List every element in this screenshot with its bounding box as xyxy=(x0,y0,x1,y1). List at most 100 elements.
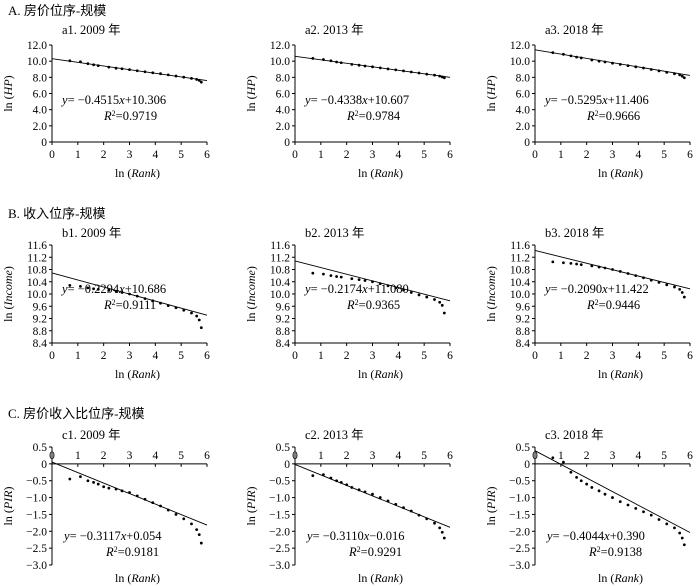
y-tick-label: 11.6 xyxy=(510,240,530,252)
y-axis-label: ln (HP) xyxy=(1,75,15,111)
data-point xyxy=(363,64,367,68)
x-tick-label: 0 xyxy=(49,149,55,161)
data-point xyxy=(350,277,354,281)
x-tick-label: 3 xyxy=(370,450,376,462)
x-tick-label: 4 xyxy=(635,149,641,161)
data-point xyxy=(442,311,446,315)
x-tick-label: 5 xyxy=(421,450,427,462)
y-axis-label: ln (PIR) xyxy=(1,487,15,526)
data-point xyxy=(199,326,203,330)
data-point xyxy=(159,504,162,508)
data-point xyxy=(682,76,686,80)
data-point xyxy=(166,73,170,77)
eq-x-var: x xyxy=(118,282,125,296)
data-point xyxy=(345,483,349,487)
data-point xyxy=(417,71,421,75)
x-tick-label: 3 xyxy=(610,149,616,161)
data-point xyxy=(357,278,361,282)
r2-symbol: R xyxy=(586,298,595,312)
regression-equation: y= −0.3110x−0.016 xyxy=(305,529,404,543)
x-tick-label: 3 xyxy=(370,149,376,161)
x-tick-label: 5 xyxy=(178,350,184,362)
eq-intercept: +11.422 xyxy=(608,282,649,296)
data-point xyxy=(433,73,436,77)
data-point xyxy=(190,522,193,526)
y-axis-label: ln (HP) xyxy=(244,75,258,111)
eq-intercept: +0.390 xyxy=(610,529,645,543)
data-point xyxy=(657,280,661,284)
eq-slope: = −0.4044 xyxy=(553,529,605,543)
data-point xyxy=(673,526,676,530)
eq-x-var: x xyxy=(363,529,370,543)
y-tick-label: −2.5 xyxy=(269,543,290,555)
section-title-c: C. 房价收入比位序-规模 xyxy=(8,406,145,421)
y-axis-label-var: Income xyxy=(244,270,258,307)
y-tick-label: 8.4 xyxy=(276,338,291,350)
y-axis-label-var: PIR xyxy=(484,490,498,510)
data-point xyxy=(68,284,72,287)
x-axis-label-text: ln ( xyxy=(115,367,131,381)
data-point xyxy=(569,54,573,58)
data-point xyxy=(438,300,442,304)
data-point xyxy=(562,52,565,56)
x-tick-label: 3 xyxy=(610,350,616,362)
data-point xyxy=(120,67,124,71)
data-point xyxy=(195,78,199,81)
data-point xyxy=(579,56,583,60)
x-tick-label: 6 xyxy=(687,149,693,161)
r2-superscript: 2 xyxy=(112,109,116,118)
r2-superscript: 2 xyxy=(355,298,359,307)
x-tick-label: 4 xyxy=(395,350,401,362)
y-tick-label: 9.2 xyxy=(276,314,291,326)
y-tick-label: 8.8 xyxy=(33,326,48,338)
data-point xyxy=(339,61,343,65)
eq-slope: = −0.3110 xyxy=(313,529,364,543)
y-axis-label-var: PIR xyxy=(244,490,258,510)
regression-equation: y= −0.2174x+11.080 xyxy=(303,282,409,296)
y-tick-label: 10.8 xyxy=(270,265,290,277)
chart-a2: 0 2.0 4.0 6.0 8.0 10.0 12.0 0 1 2 3 4 5 6 a2. 2013 年 ln… xyxy=(244,23,453,180)
x-tick-label: 4 xyxy=(152,350,158,362)
section-title-a: A. 房价位序-规模 xyxy=(8,3,106,18)
data-point xyxy=(92,481,95,484)
y-tick-label: 12.0 xyxy=(270,40,290,52)
data-point xyxy=(350,63,354,66)
x-tick-label: 3 xyxy=(127,450,133,462)
data-point xyxy=(68,59,72,63)
x-axis-label-close: ) xyxy=(639,166,643,180)
data-point xyxy=(665,70,669,74)
x-tick-label: 6 xyxy=(447,149,453,161)
data-point xyxy=(425,295,429,299)
regression-equation: y= −0.4338x+10.607 xyxy=(303,93,409,107)
x-tick-label: 6 xyxy=(204,350,210,362)
x-axis-label: ln (Rank) xyxy=(358,166,403,180)
regression-equation: y= −0.3117x+0.054 xyxy=(62,529,162,543)
y-tick-label: −1.5 xyxy=(26,509,47,521)
data-point xyxy=(335,275,338,278)
y-tick-label: 10.0 xyxy=(27,56,47,68)
data-point xyxy=(166,508,170,512)
y-tick-label: 0.5 xyxy=(276,442,291,454)
data-point xyxy=(562,261,565,265)
data-point xyxy=(128,491,131,494)
data-point xyxy=(159,72,162,76)
data-point xyxy=(551,260,555,264)
panel-title: b3. 2018 年 xyxy=(545,226,604,240)
data-point xyxy=(649,513,653,517)
data-point xyxy=(634,65,638,69)
x-tick-label: 3 xyxy=(610,450,616,462)
eq-y-var: y xyxy=(305,529,313,543)
data-point xyxy=(590,486,594,489)
x-tick-label: 0 xyxy=(292,350,298,362)
data-point xyxy=(665,283,669,287)
x-axis-label: ln (Rank) xyxy=(115,367,160,381)
panel-title: a2. 2013 年 xyxy=(305,23,364,37)
r2-value: =0.9784 xyxy=(359,109,401,123)
r-squared: R2=0.9784 xyxy=(346,109,401,124)
data-point xyxy=(678,531,682,535)
data-point xyxy=(378,496,382,499)
y-tick-label: 9.6 xyxy=(276,301,291,313)
regression-equation: y= −0.5295x+11.406 xyxy=(543,93,649,107)
data-point xyxy=(329,59,333,63)
